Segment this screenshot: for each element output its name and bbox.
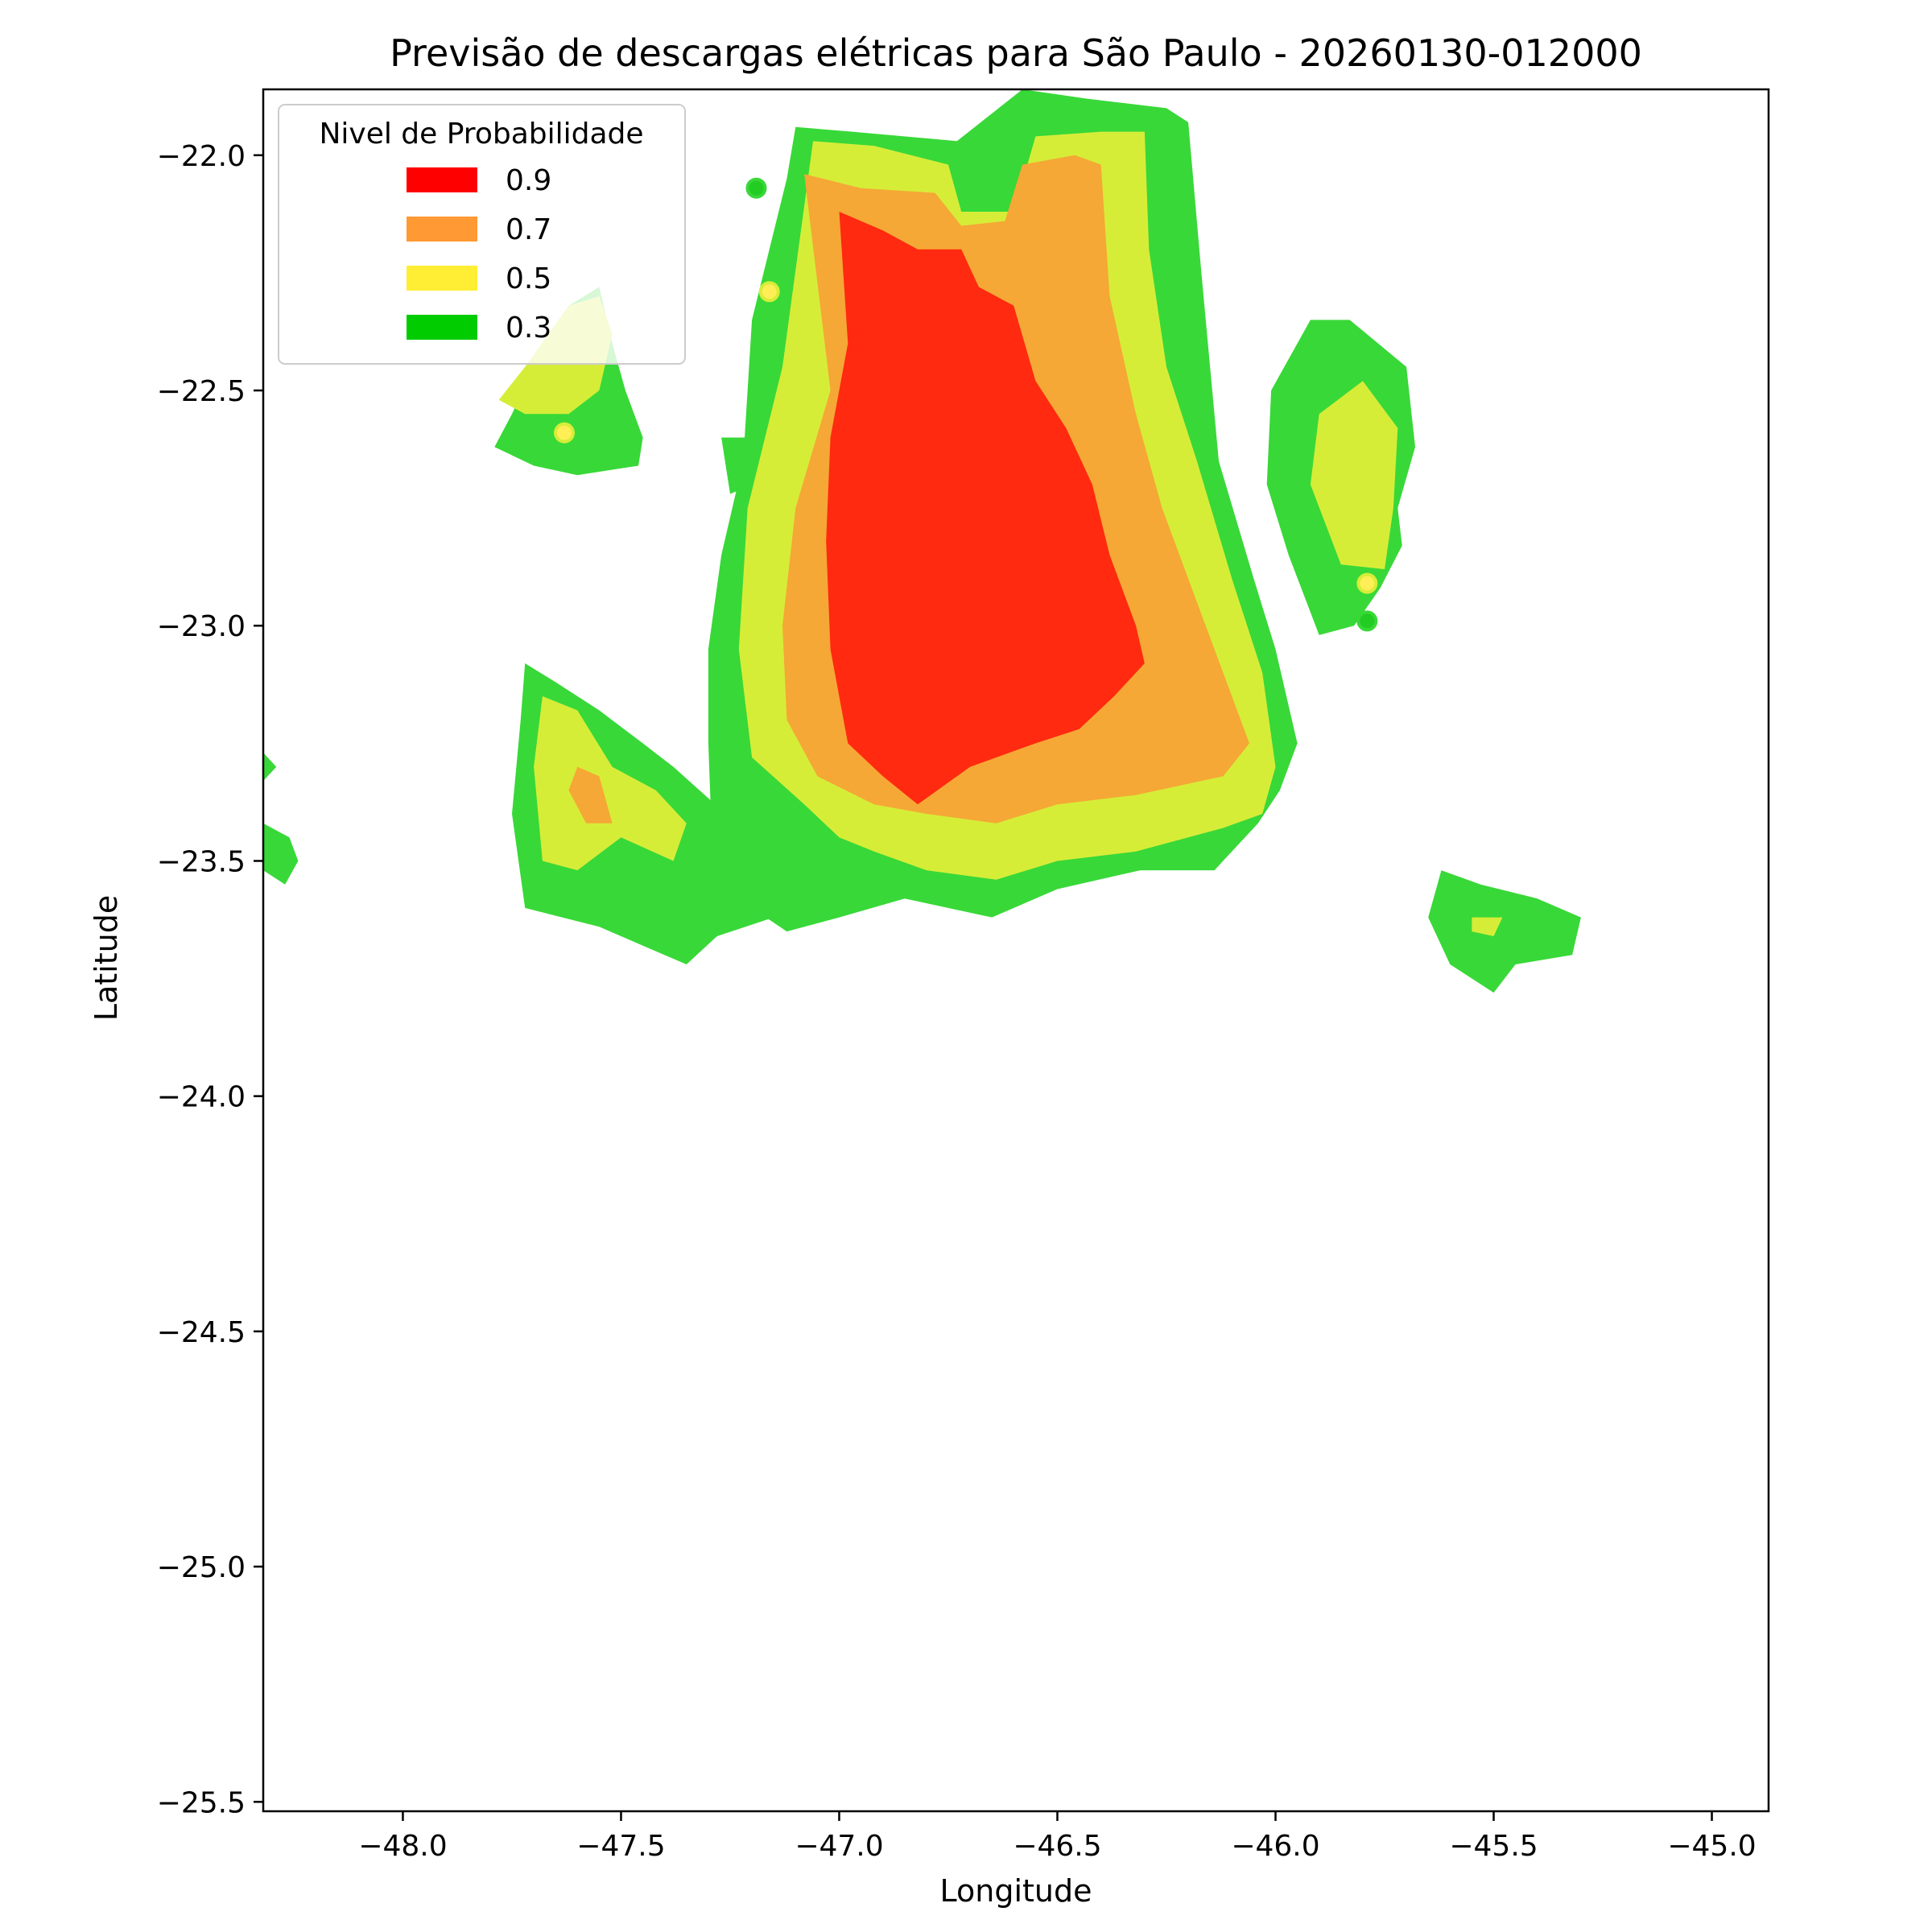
data-point-0 [745,177,767,199]
legend-swatch-09 [407,167,477,192]
contour-region-03-3 [721,437,753,494]
x-tick-label: −47.0 [795,1830,883,1863]
y-axis-label: Latitude [89,895,124,1021]
legend-label: 0.7 [506,213,551,246]
y-tick-label: −24.5 [157,1316,246,1349]
legend-label: 0.5 [506,262,551,295]
y-tick-label: −23.0 [157,610,246,643]
contour-region-03-5 [263,753,277,782]
x-tick-label: −48.0 [358,1830,447,1863]
y-tick-label: −22.5 [157,375,246,408]
legend-label: 0.3 [506,312,551,345]
contour-region-05-2 [534,696,687,871]
legend: Nivel de Probabilidade 0.9 0.7 0.5 0.3 [278,104,686,365]
data-point-4 [1356,610,1378,632]
contour-region-07-1 [568,766,613,824]
plot-frame [262,88,1770,1813]
y-tick-label: −24.0 [157,1081,246,1114]
data-point-3 [1356,572,1378,594]
y-axis-ticks: −22.0 −22.5 −23.0 −23.5 −24.0 −24.5 −25.0 −25.5 [157,140,263,1819]
legend-box [278,104,686,365]
contour-region-05-3 [1472,917,1503,936]
x-tick-label: −47.5 [576,1830,665,1863]
contour-region-09-0 [826,212,1145,805]
contour-region-03-6 [263,823,299,885]
x-axis-label: Longitude [940,1873,1092,1909]
legend-swatch-07 [407,217,477,242]
legend-swatch-03 [407,315,477,340]
y-tick-label: −23.5 [157,845,246,878]
legend-swatch-05 [407,266,477,291]
data-point-1 [758,281,780,303]
legend-label: 0.9 [506,164,551,197]
x-axis-ticks: −48.0 −47.5 −47.0 −46.5 −46.0 −45.5 −45.0 [358,1811,1757,1863]
y-tick-label: −25.5 [157,1786,246,1819]
y-tick-label: −25.0 [157,1551,246,1584]
data-point-2 [554,422,575,444]
x-tick-label: −46.5 [1013,1830,1101,1863]
y-tick-label: −22.0 [157,140,246,173]
contour-region-05-1 [1310,381,1398,570]
contour-region-03-7 [1428,870,1581,993]
contour-regions [263,89,1581,993]
scatter-points [554,177,1378,632]
x-tick-label: −46.0 [1231,1830,1319,1863]
legend-entries: 0.9 0.7 0.5 0.3 [407,164,551,345]
legend-title: Nivel de Probabilidade [319,118,643,151]
x-tick-label: −45.5 [1449,1830,1538,1863]
chart-title: Previsão de descargas elétricas para São… [390,31,1642,75]
x-tick-label: −45.0 [1667,1830,1756,1863]
